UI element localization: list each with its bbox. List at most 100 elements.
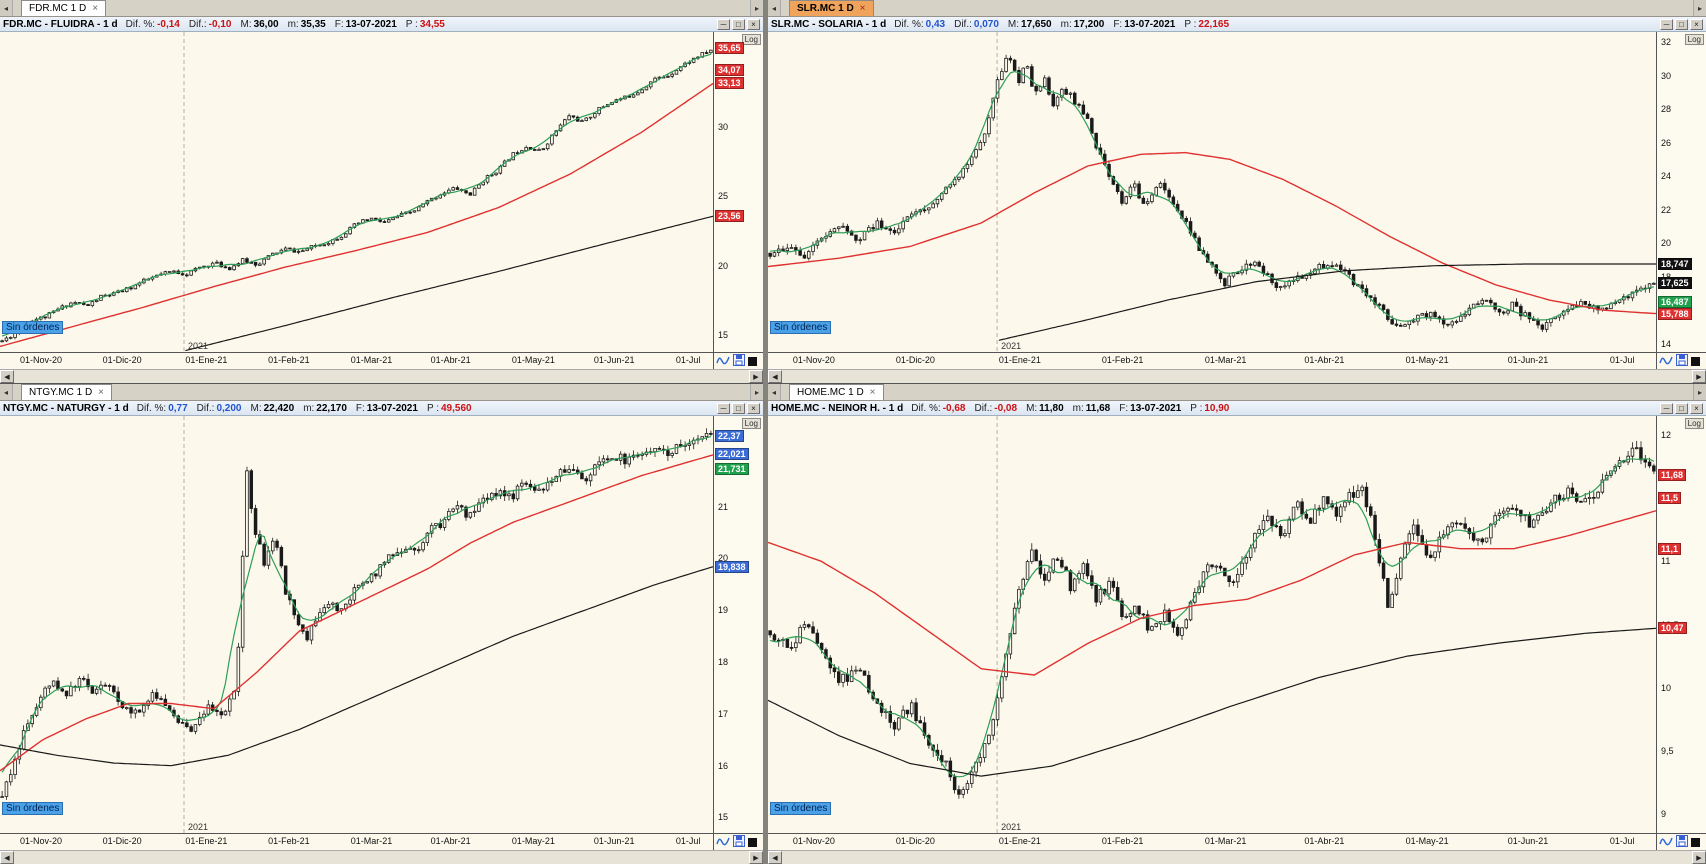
tab-close-icon[interactable]: × [98,387,105,398]
chart-plot[interactable]: 2021 Sin órdenes [768,32,1656,352]
horizontal-scrollbar[interactable]: ◀ ▶ [0,850,763,864]
scroll-left-arrow[interactable]: ◀ [768,851,782,864]
chart-tab[interactable]: HOME.MC 1 D × [789,384,884,400]
maximize-button[interactable]: □ [732,18,745,30]
time-axis[interactable]: 01-Nov-20 01-Dic-20 01-Ene-21 01-Feb-21 01-M… [0,353,713,369]
tab-close-icon[interactable]: × [92,3,99,14]
field-label: P : [426,402,439,414]
line-chart-icon[interactable] [716,354,730,368]
chart-tab[interactable]: SLR.MC 1 D × [789,0,874,16]
log-scale-button[interactable]: Log [741,418,761,429]
date-tick-label: 01-Ene-21 [998,836,1041,846]
chart-header-bar[interactable]: NTGY.MC - NATURGY - 1 d Dif. %: 0,77 Dif.:… [0,401,763,416]
scroll-right-arrow[interactable]: ▶ [1692,370,1706,383]
header-field: m: 17,200 [1061,19,1105,30]
window-controls: ─ □ × [1660,18,1703,30]
minimize-button[interactable]: ─ [1660,402,1673,414]
save-icon[interactable] [1676,354,1688,368]
time-axis[interactable]: 01-Nov-20 01-Dic-20 01-Ene-21 01-Feb-21 01-M… [0,834,713,850]
chart-tab[interactable]: FDR.MC 1 D × [21,0,107,16]
log-scale-button[interactable]: Log [1684,418,1704,429]
orders-status-label: Sin órdenes [2,802,64,815]
log-scale-button[interactable]: Log [741,34,761,45]
save-icon[interactable] [733,835,745,849]
minimize-button[interactable]: ─ [717,18,730,30]
close-button[interactable]: × [1690,402,1703,414]
black-square-icon[interactable] [748,837,757,847]
tab-scroll-right-icon[interactable]: ▸ [750,384,763,400]
save-icon[interactable] [1676,835,1688,849]
scrollbar-track[interactable] [782,370,1692,383]
field-label: Dif. %: [125,18,156,30]
price-tick-label: 9 [1661,809,1667,820]
close-button[interactable]: × [1690,18,1703,30]
log-scale-button[interactable]: Log [1684,34,1704,45]
scroll-right-arrow[interactable]: ▶ [749,851,763,864]
date-tick-label: 01-Jun-21 [593,355,635,365]
time-axis[interactable]: 01-Nov-20 01-Dic-20 01-Ene-21 01-Feb-21 01-M… [768,834,1656,850]
line-chart-icon[interactable] [716,835,730,849]
tab-scroll-left-icon[interactable]: ◂ [768,384,781,400]
scroll-right-arrow[interactable]: ▶ [1692,851,1706,864]
date-tick-label: 01-Abr-21 [430,355,471,365]
price-axis[interactable]: Log 15 20 25 30 35,65 34,07 33,13 23,56 [713,32,763,352]
field-value: 17,650 [1021,18,1052,30]
close-button[interactable]: × [747,402,760,414]
column-divider[interactable] [763,0,768,864]
header-field: m: 11,68 [1073,403,1111,414]
black-square-icon[interactable] [748,356,757,366]
price-axis[interactable]: Log 1416182022242628303218,74717,62516,4… [1656,32,1706,352]
chart-plot[interactable]: 2021 Sin órdenes [0,416,713,833]
field-value: 0,200 [216,402,242,414]
chart-plot[interactable]: 2021 Sin órdenes [768,416,1656,833]
chart-header-bar[interactable]: HOME.MC - NEINOR H. - 1 d Dif. %: -0,68 Di… [768,401,1706,416]
header-field: Dif. %: 0,77 [137,403,188,414]
tab-close-icon[interactable]: × [859,3,866,14]
line-chart-icon[interactable] [1659,835,1673,849]
chart-header-bar[interactable]: SLR.MC - SOLARIA - 1 d Dif. %: 0,43 Dif.: 0… [768,17,1706,32]
tab-scroll-left-icon[interactable]: ◂ [768,0,781,16]
price-tag: 33,13 [715,77,744,90]
maximize-button[interactable]: □ [732,402,745,414]
chart-header-bar[interactable]: FDR.MC - FLUIDRA - 1 d Dif. %: -0,14 Dif.:… [0,17,763,32]
tab-close-icon[interactable]: × [869,387,876,398]
date-tick-label: 01-Nov-20 [19,836,62,846]
black-square-icon[interactable] [1691,356,1700,366]
price-tag: 16,487 [1658,295,1692,308]
maximize-button[interactable]: □ [1675,18,1688,30]
horizontal-scrollbar[interactable]: ◀ ▶ [768,369,1706,383]
date-tick-label: 01-Mar-21 [350,836,393,846]
line-chart-icon[interactable] [1659,354,1673,368]
tab-scroll-left-icon[interactable]: ◂ [0,0,13,16]
save-icon[interactable] [733,354,745,368]
tab-scroll-right-icon[interactable]: ▸ [750,0,763,16]
tab-scroll-right-icon[interactable]: ▸ [1693,384,1706,400]
scroll-left-arrow[interactable]: ◀ [0,851,14,864]
scrollbar-track[interactable] [782,851,1692,864]
scroll-left-arrow[interactable]: ◀ [768,370,782,383]
horizontal-scrollbar[interactable]: ◀ ▶ [0,369,763,383]
chart-plot[interactable]: 2021 Sin órdenes [0,32,713,352]
minimize-button[interactable]: ─ [717,402,730,414]
scrollbar-track[interactable] [14,851,749,864]
scrollbar-track[interactable] [14,370,749,383]
horizontal-scrollbar[interactable]: ◀ ▶ [768,850,1706,864]
maximize-button[interactable]: □ [1675,402,1688,414]
scroll-right-arrow[interactable]: ▶ [749,370,763,383]
field-value: 0,43 [925,18,946,30]
field-label: P : [1190,402,1203,414]
minimize-button[interactable]: ─ [1660,18,1673,30]
time-axis[interactable]: 01-Nov-20 01-Dic-20 01-Ene-21 01-Feb-21 01-M… [768,353,1656,369]
chart-tab[interactable]: NTGY.MC 1 D × [21,384,113,400]
chart-tools [713,834,763,850]
tab-scroll-left-icon[interactable]: ◂ [0,384,13,400]
price-axis[interactable]: Log 151617181920212222,3722,02121,73119,… [713,416,763,833]
close-button[interactable]: × [747,18,760,30]
tab-scroll-right-icon[interactable]: ▸ [1693,0,1706,16]
header-field: F: 13-07-2021 [1119,403,1181,414]
orders-status-label: Sin órdenes [770,321,832,334]
scroll-left-arrow[interactable]: ◀ [0,370,14,383]
date-tick-label: 01-Nov-20 [19,355,62,365]
black-square-icon[interactable] [1691,837,1700,847]
